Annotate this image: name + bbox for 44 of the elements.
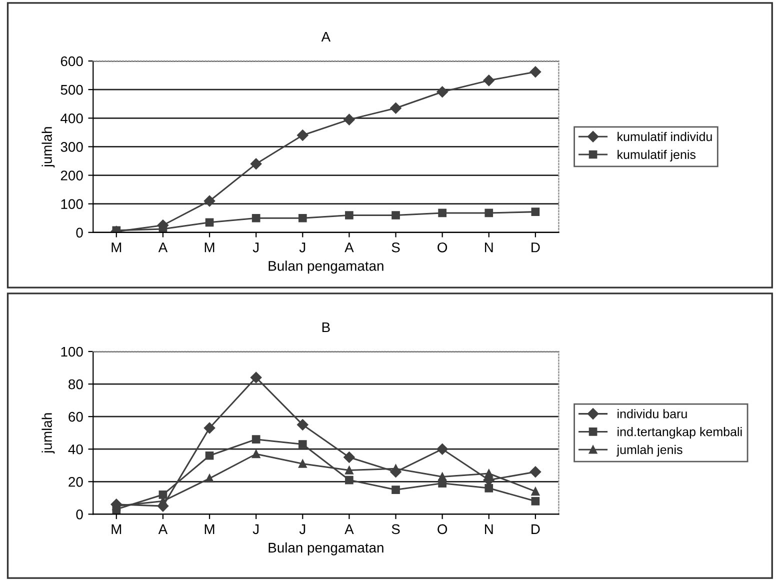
legend-label: jumlah jenis [616, 444, 682, 457]
x-axis-title: Bulan pengamatan [268, 542, 384, 556]
y-tick-label: 20 [68, 476, 83, 487]
x-axis-title: Bulan pengamatan [268, 260, 384, 274]
y-tick-label: 40 [68, 444, 83, 454]
x-tick-label: J [252, 524, 259, 534]
y-tick-label: 100 [61, 346, 83, 357]
y-tick-label: 600 [60, 56, 83, 66]
y-tick-label: 0 [76, 510, 83, 520]
x-tick-label: A [158, 242, 168, 252]
x-tick-label: M [112, 242, 122, 252]
x-tick-label: S [392, 524, 400, 534]
y-axis-title: jumlah [42, 413, 55, 454]
y-tick-label: 500 [60, 84, 83, 95]
y-tick-label: 0 [76, 228, 83, 238]
legend-label: ind.tertangkap kembali [618, 427, 742, 439]
x-tick-label: O [438, 524, 448, 534]
x-tick-label: J [299, 524, 306, 534]
legend-label: kumulatif individu [618, 132, 712, 142]
chart-title: A [321, 32, 331, 42]
x-tick-label: D [532, 242, 540, 252]
y-tick-label: 400 [60, 113, 83, 124]
y-tick-label: 200 [60, 170, 83, 180]
x-tick-label: A [344, 524, 354, 534]
x-tick-label: A [158, 524, 168, 534]
y-tick-label: 300 [60, 142, 83, 152]
x-tick-label: D [532, 524, 540, 534]
x-tick-label: M [204, 524, 214, 534]
x-tick-label: M [112, 524, 122, 534]
legend-label: individu baru [618, 409, 687, 418]
y-tick-label: 60 [68, 412, 83, 422]
y-tick-label: 80 [68, 379, 83, 390]
x-tick-label: O [438, 242, 448, 252]
x-tick-label: J [299, 242, 306, 252]
y-axis-title: jumlah [42, 127, 55, 168]
chart-title: B [322, 322, 330, 332]
x-tick-label: N [485, 242, 493, 252]
y-tick-label: 100 [61, 199, 83, 210]
x-tick-label: S [392, 242, 400, 252]
x-tick-label: N [485, 524, 493, 534]
legend-label: kumulatif jenis [618, 150, 696, 162]
x-tick-label: A [344, 242, 354, 252]
x-tick-label: J [252, 242, 259, 252]
x-tick-label: M [204, 242, 214, 252]
